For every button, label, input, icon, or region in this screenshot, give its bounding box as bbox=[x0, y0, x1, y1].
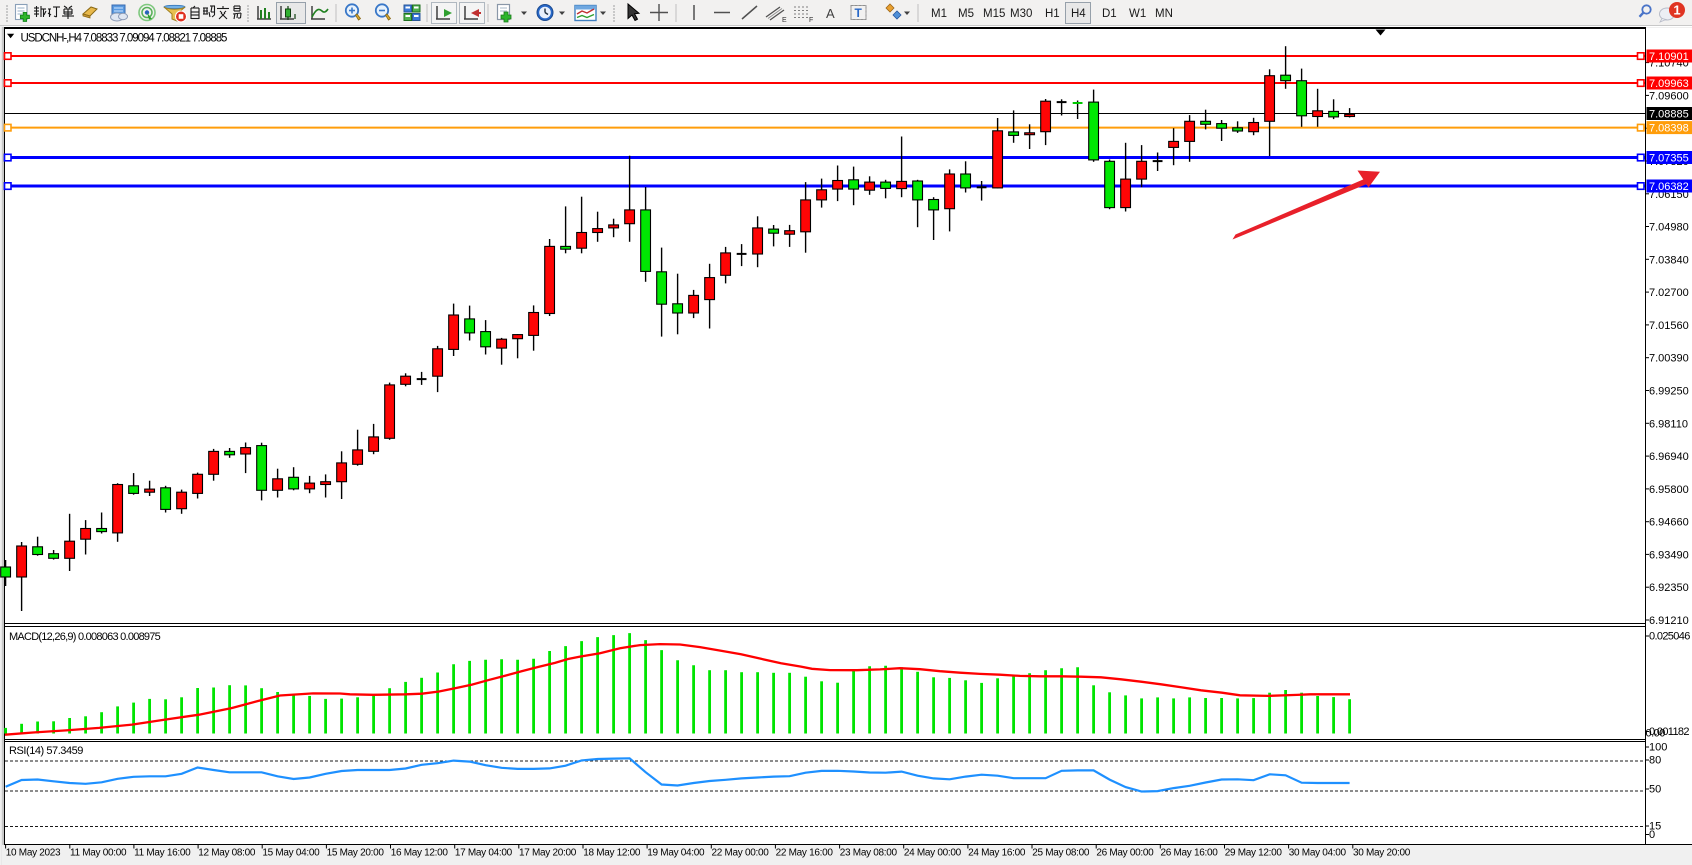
svg-text:15: 15 bbox=[1649, 821, 1661, 833]
svg-text:6.92350: 6.92350 bbox=[1649, 582, 1689, 594]
svg-text:25 May 08:00: 25 May 08:00 bbox=[1032, 848, 1090, 859]
svg-text:22 May 16:00: 22 May 16:00 bbox=[776, 848, 834, 859]
svg-text:7.07355: 7.07355 bbox=[1649, 153, 1689, 165]
svg-text:80: 80 bbox=[1649, 755, 1661, 767]
svg-text:A: A bbox=[826, 6, 835, 21]
svg-text:7.10901: 7.10901 bbox=[1649, 51, 1689, 63]
svg-text:26 May 00:00: 26 May 00:00 bbox=[1096, 848, 1154, 859]
svg-text:23 May 08:00: 23 May 08:00 bbox=[840, 848, 898, 859]
svg-text:M30: M30 bbox=[1010, 8, 1032, 20]
svg-text:24 May 00:00: 24 May 00:00 bbox=[904, 848, 962, 859]
svg-text:12 May 08:00: 12 May 08:00 bbox=[198, 848, 256, 859]
svg-text:22 May 00:00: 22 May 00:00 bbox=[712, 848, 770, 859]
svg-text:18 May 12:00: 18 May 12:00 bbox=[583, 848, 641, 859]
svg-text:F: F bbox=[809, 17, 813, 24]
svg-text:M5: M5 bbox=[958, 8, 974, 20]
svg-text:11 May 16:00: 11 May 16:00 bbox=[134, 848, 191, 859]
svg-text:RSI(14) 57.3459: RSI(14) 57.3459 bbox=[9, 745, 83, 757]
svg-text:6.94660: 6.94660 bbox=[1649, 517, 1689, 529]
svg-text:USDCNH-,H4 7.08833 7.09094 7.: USDCNH-,H4 7.08833 7.09094 7.08821 7.088… bbox=[21, 33, 228, 45]
svg-text:30 May 04:00: 30 May 04:00 bbox=[1289, 848, 1347, 859]
svg-text:6.96940: 6.96940 bbox=[1649, 451, 1689, 463]
svg-text:MN: MN bbox=[1155, 8, 1173, 20]
svg-text:1: 1 bbox=[1673, 3, 1680, 18]
svg-text:H4: H4 bbox=[1071, 8, 1086, 20]
svg-text:7.08398: 7.08398 bbox=[1649, 123, 1689, 135]
svg-text:7.06382: 7.06382 bbox=[1649, 181, 1689, 193]
svg-text:7.00390: 7.00390 bbox=[1649, 353, 1689, 365]
svg-text:15 May 20:00: 15 May 20:00 bbox=[327, 848, 385, 859]
svg-text:17 May 20:00: 17 May 20:00 bbox=[519, 848, 577, 859]
svg-text:7.09963: 7.09963 bbox=[1649, 78, 1689, 90]
svg-text:7.08885: 7.08885 bbox=[1649, 109, 1689, 121]
svg-text:6.95800: 6.95800 bbox=[1649, 484, 1689, 496]
svg-text:30 May 20:00: 30 May 20:00 bbox=[1353, 848, 1411, 859]
svg-text:H1: H1 bbox=[1045, 8, 1060, 20]
svg-text:7.03840: 7.03840 bbox=[1649, 254, 1689, 266]
svg-text:10 May 2023: 10 May 2023 bbox=[6, 848, 61, 859]
svg-text:16 May 12:00: 16 May 12:00 bbox=[391, 848, 449, 859]
svg-text:7.09600: 7.09600 bbox=[1649, 90, 1689, 102]
svg-text:D1: D1 bbox=[1102, 8, 1117, 20]
svg-text:W1: W1 bbox=[1129, 8, 1146, 20]
svg-text:6.98110: 6.98110 bbox=[1649, 418, 1688, 430]
svg-text:0: 0 bbox=[1649, 829, 1655, 841]
svg-text:E: E bbox=[782, 17, 787, 24]
svg-text:7.04980: 7.04980 bbox=[1649, 222, 1689, 234]
svg-text:6.99250: 6.99250 bbox=[1649, 386, 1689, 398]
svg-text:7.02700: 7.02700 bbox=[1649, 287, 1689, 299]
svg-text:24 May 16:00: 24 May 16:00 bbox=[968, 848, 1026, 859]
svg-text:7.01560: 7.01560 bbox=[1649, 320, 1689, 332]
svg-text:29 May 12:00: 29 May 12:00 bbox=[1225, 848, 1283, 859]
svg-text:6.91210: 6.91210 bbox=[1649, 615, 1689, 627]
svg-text:26 May 16:00: 26 May 16:00 bbox=[1161, 848, 1219, 859]
svg-text:15 May 04:00: 15 May 04:00 bbox=[262, 848, 320, 859]
svg-text:T: T bbox=[855, 6, 863, 20]
svg-text:19 May 04:00: 19 May 04:00 bbox=[647, 848, 705, 859]
svg-text:M1: M1 bbox=[931, 8, 947, 20]
svg-text:100: 100 bbox=[1649, 742, 1667, 754]
svg-text:0.001182: 0.001182 bbox=[1649, 726, 1689, 738]
svg-text:M15: M15 bbox=[983, 8, 1005, 20]
svg-text:50: 50 bbox=[1649, 784, 1661, 796]
svg-text:0.025046: 0.025046 bbox=[1649, 631, 1690, 643]
svg-text:17 May 04:00: 17 May 04:00 bbox=[455, 848, 513, 859]
svg-text:MACD(12,26,9) 0.008063 0.00897: MACD(12,26,9) 0.008063 0.008975 bbox=[9, 631, 161, 643]
svg-text:11 May 00:00: 11 May 00:00 bbox=[70, 848, 127, 859]
svg-text:6.93490: 6.93490 bbox=[1649, 549, 1689, 561]
svg-text:0.00: 0.00 bbox=[1646, 728, 1666, 740]
